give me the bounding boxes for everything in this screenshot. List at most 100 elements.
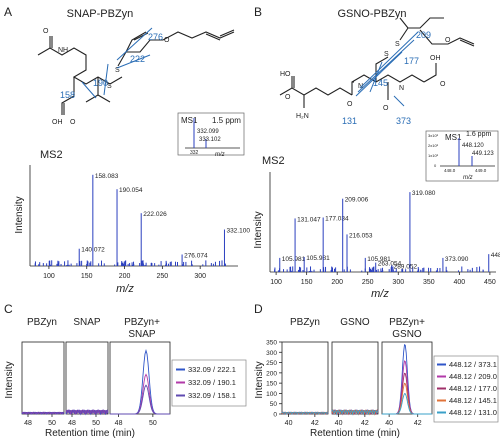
ms2-b-tick-label: 100	[270, 279, 282, 286]
panel-d-legend-label: 448.12 / 131.0	[449, 408, 497, 417]
panel-c-header-2b: SNAP	[128, 329, 156, 340]
ms2-b-xticks: 100 150 200 250 300 350 400 450	[270, 272, 496, 286]
ms2-b-tick-label: 200	[331, 279, 343, 286]
panel-c-chromatograms: 48 50 48 50 48 50	[21, 341, 171, 427]
svg-text:O: O	[70, 119, 76, 126]
svg-text:O: O	[43, 28, 49, 35]
svg-text:O: O	[285, 94, 291, 101]
ms2-b-peak-label: 263.054	[378, 261, 402, 268]
ms1-b-ppm: 1.6 ppm	[466, 131, 491, 138]
ms2-b-tick-label: 150	[301, 279, 313, 286]
panel-c-legend-label: 332.09 / 158.1	[188, 391, 236, 400]
panel-c-frame	[109, 341, 171, 415]
fragment-373-label: 373	[396, 116, 411, 126]
panel-c-frame	[65, 341, 109, 415]
panel-d-xtick-label: 40	[335, 420, 343, 427]
panel-c-trace	[110, 349, 170, 415]
svg-text:S: S	[107, 83, 112, 90]
ms2-a-peak-label: 190.054	[119, 187, 143, 194]
svg-text:OH: OH	[430, 55, 441, 62]
panel-d-header-0: PBZyn	[290, 317, 320, 328]
panel-c-xtick-label: 50	[48, 420, 56, 427]
panel-d-frame	[281, 341, 329, 415]
svg-text:O: O	[440, 81, 446, 88]
panel-c-ylabel: Intensity	[4, 361, 15, 398]
ms1-a-xlabel: m/z	[215, 152, 225, 158]
panel-d-frame	[331, 341, 379, 415]
ms2-b-peak-label: 373.090	[445, 256, 469, 263]
panel-c-trace	[21, 411, 65, 415]
panel-d-xtick-label: 42	[311, 420, 319, 427]
panel-d: D PBZyn GSNO PBZyn+ GSNO Intensity 40 42 4…	[254, 302, 499, 439]
panel-c-trace	[65, 409, 109, 416]
ms1-b-peak-main-label: 448.120	[462, 143, 484, 149]
ms2-b-peak-label: 177.034	[325, 215, 349, 222]
ms2-b-tick-label: 250	[362, 279, 374, 286]
panel-d-ytick-label: 100	[266, 391, 277, 398]
panel-d-ylabel: Intensity	[254, 361, 265, 398]
svg-text:NH: NH	[58, 47, 68, 54]
panel-d-legend-label: 448.12 / 145.1	[449, 396, 497, 405]
panel-c-header-2a: PBZyn+	[124, 317, 160, 328]
panel-d-xtick-label: 40	[385, 420, 393, 427]
panel-d-legend-items: 448.12 / 373.1 448.12 / 209.0 448.12 / 177…	[437, 360, 497, 417]
ms2-a-tick-label: 300	[194, 273, 206, 280]
ms1-b-ytick-3: 0	[434, 163, 437, 168]
panel-d-legend-label: 448.12 / 177.0	[449, 384, 497, 393]
panel-c-frame	[21, 341, 65, 415]
panel-c-xtick-label: 50	[92, 420, 100, 427]
ms1-a-xtick: 332	[190, 150, 199, 156]
panel-c-xtick-label: 48	[68, 420, 76, 427]
panel-d-ytick-label: 300	[266, 350, 277, 357]
ms2-b-ylabel: Intensity	[253, 211, 264, 248]
panel-c-trace	[110, 384, 170, 415]
ms2-a-xticks: 100 150 200 250 300	[43, 266, 206, 280]
ms1-b-xlabel: m/z	[463, 175, 473, 181]
panel-d-xtick-label: 40	[285, 420, 293, 427]
panel-d-ytick-label: 250	[266, 360, 277, 367]
panel-d-legend-label: 448.12 / 373.1	[449, 360, 497, 369]
panel-b: B GSNO-PBZyn HO O H₂N O N N S S O O	[253, 5, 500, 300]
panel-d-ytick-label: 200	[266, 370, 277, 377]
panel-c-trace	[65, 409, 109, 416]
panel-a-letter: A	[4, 5, 12, 19]
panel-c-trace	[110, 373, 170, 415]
ms2-a-peaks: 140.072158.083190.054222.026276.074332.1…	[34, 173, 250, 266]
svg-text:O: O	[445, 37, 451, 44]
panel-c-legend-label: 332.09 / 222.1	[188, 365, 236, 374]
ms1-a-peak-main-label: 332.099	[197, 129, 219, 135]
ms2-a-tick-label: 150	[81, 273, 93, 280]
ms2-a-peak-label: 222.026	[143, 211, 167, 218]
fragment-276-label: 276	[148, 32, 163, 42]
fragment-222-label: 222	[130, 54, 145, 64]
ms2-a-tick-label: 200	[119, 273, 131, 280]
gsno-pbzyn-structure: HO O H₂N O N N S S O O OH O	[279, 17, 475, 120]
panel-d-ytick-label: 50	[270, 401, 278, 408]
ms1-inset-b	[425, 130, 499, 182]
ms2-a-peak-label: 158.083	[95, 173, 119, 180]
panel-d-legend-label: 448.12 / 209.0	[449, 372, 497, 381]
ms1-b-label: MS1	[445, 133, 462, 142]
svg-text:O: O	[383, 105, 389, 112]
ms1-b-ytick-1: 2x10⁵	[428, 143, 439, 148]
svg-text:O: O	[347, 101, 353, 108]
ms2-b-xlabel: m/z	[371, 288, 389, 300]
panel-c-legend-items: 332.09 / 222.1 332.09 / 190.1 332.09 / 158…	[176, 365, 236, 400]
ms2-b-tick-label: 400	[454, 279, 466, 286]
ms2-b-peak-label: 209.006	[345, 197, 369, 204]
panel-c-xtick-label: 50	[149, 420, 157, 427]
panel-d-header-2b: GSNO	[392, 329, 422, 340]
ms2-b-peak-label: 105.981	[282, 256, 306, 263]
ms1-a-ppm: 1.5 ppm	[212, 116, 241, 125]
ms1-b-ytick-2: 1x10⁵	[428, 153, 439, 158]
panel-d-header-2a: PBZyn+	[389, 317, 425, 328]
ms2-b-peaks: 105.981 131.047 105.981 177.034 209.006 216.0…	[274, 190, 500, 272]
panel-a: A SNAP-PBZyn O NH OH O S S O	[4, 5, 250, 295]
ms2-a-label: MS2	[40, 149, 63, 161]
ms2-b-peak-label: 448.123	[491, 252, 500, 259]
panel-d-trace	[331, 409, 379, 416]
ms2-a-tick-label: 250	[157, 273, 169, 280]
ms2-a-tick-label: 100	[43, 273, 55, 280]
